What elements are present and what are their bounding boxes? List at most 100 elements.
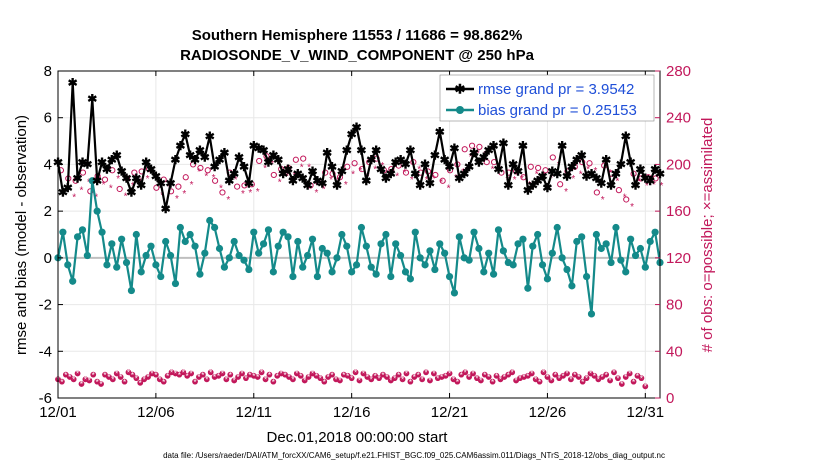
obs-low-possible-point bbox=[477, 377, 484, 384]
obs-low-possible-point bbox=[395, 371, 402, 378]
obs-assimilated-point: * bbox=[241, 189, 245, 200]
obs-possible-point bbox=[175, 183, 182, 190]
rmse-point: ✱ bbox=[92, 174, 102, 188]
rmse-point: ✱ bbox=[327, 160, 337, 174]
obs-assimilated-point: * bbox=[586, 165, 590, 176]
obs-low-possible-point bbox=[611, 369, 617, 376]
obs-low-assimilated-point: * bbox=[479, 377, 482, 386]
obs-low-assimilated-point: * bbox=[272, 378, 275, 387]
rmse-point: ✱ bbox=[307, 165, 317, 179]
obs-low-possible-point bbox=[86, 377, 93, 384]
rmse-point: ✱ bbox=[73, 172, 83, 186]
rmse-point: ✱ bbox=[273, 153, 283, 167]
obs-low-possible-point bbox=[145, 374, 151, 380]
obs-low-assimilated-point: * bbox=[170, 369, 173, 378]
bias-point bbox=[118, 235, 126, 243]
obs-assimilated-point: * bbox=[425, 175, 429, 186]
rmse-point: ✱ bbox=[337, 165, 347, 179]
rmse-point: ✱ bbox=[635, 162, 645, 176]
obs-count-markers: ****** **** * * **** *** * ***** * ** *** ** ** ** * **… bbox=[55, 142, 664, 392]
rmse-point: ✱ bbox=[640, 172, 650, 186]
obs-low-assimilated-point: * bbox=[131, 371, 134, 380]
obs-low-assimilated-point: * bbox=[280, 370, 283, 379]
obs-low-assimilated-point: * bbox=[264, 376, 267, 385]
bias-point bbox=[558, 254, 566, 262]
obs-assimilated-point: * bbox=[285, 172, 289, 183]
x-tick-label: 12/26 bbox=[529, 404, 567, 421]
rmse-point: ✱ bbox=[312, 174, 322, 188]
rmse-point: ✱ bbox=[68, 76, 78, 90]
obs-possible-point bbox=[432, 171, 439, 179]
obs-low-possible-point bbox=[352, 369, 359, 376]
obs-possible-point bbox=[101, 176, 109, 183]
bias-point bbox=[480, 268, 488, 276]
bias-point bbox=[494, 226, 503, 234]
obs-possible-point bbox=[498, 169, 505, 176]
bias-series bbox=[54, 177, 664, 318]
obs-low-assimilated-point: * bbox=[374, 372, 377, 381]
bias-point bbox=[617, 256, 625, 264]
rmse-point: ✱ bbox=[146, 162, 156, 176]
rmse-point: ✱ bbox=[518, 139, 528, 153]
obs-assimilated-point: * bbox=[623, 193, 627, 204]
x-tick-label: 12/11 bbox=[236, 404, 272, 421]
rmse-point: ✱ bbox=[538, 169, 548, 183]
obs-low-assimilated-point: * bbox=[546, 373, 549, 382]
y-right-tick-label: 40 bbox=[666, 343, 683, 360]
obs-low-possible-point bbox=[160, 378, 167, 385]
obs-low-possible-point bbox=[454, 378, 461, 385]
rmse-point: ✱ bbox=[479, 151, 489, 165]
rmse-point: ✱ bbox=[606, 179, 616, 193]
bias-point bbox=[612, 223, 620, 232]
obs-possible-point bbox=[189, 161, 197, 168]
obs-assimilated-point: * bbox=[146, 174, 150, 185]
bias-point bbox=[78, 226, 87, 234]
obs-low-possible-point bbox=[446, 370, 453, 377]
bias-point bbox=[343, 242, 351, 250]
bias-point bbox=[255, 249, 263, 257]
obs-low-assimilated-point: * bbox=[405, 370, 408, 379]
obs-low-possible-point bbox=[615, 375, 621, 382]
rmse-point: ✱ bbox=[410, 167, 420, 181]
obs-assimilated-point: * bbox=[513, 175, 517, 186]
x-tick-label: 12/16 bbox=[333, 404, 371, 421]
rmse-point: ✱ bbox=[440, 153, 450, 167]
obs-possible-point bbox=[586, 160, 593, 167]
bias-point bbox=[93, 207, 101, 215]
obs-low-possible-point bbox=[591, 372, 598, 379]
bias-point bbox=[543, 275, 552, 283]
obs-low-assimilated-point: * bbox=[166, 372, 169, 381]
obs-possible-point bbox=[395, 162, 402, 169]
bias-point bbox=[563, 265, 571, 274]
obs-low-assimilated-point: * bbox=[260, 369, 263, 378]
bias-point bbox=[485, 249, 493, 257]
obs-possible-point bbox=[182, 174, 189, 181]
obs-possible-point bbox=[344, 163, 351, 170]
obs-low-assimilated-point: * bbox=[370, 376, 373, 385]
obs-possible-point bbox=[241, 182, 248, 189]
obs-assimilated-point: * bbox=[270, 159, 274, 170]
obs-low-assimilated-point: * bbox=[475, 374, 478, 383]
obs-low-assimilated-point: * bbox=[201, 371, 204, 380]
rmse-point: ✱ bbox=[425, 176, 435, 190]
obs-possible-point bbox=[160, 176, 167, 183]
obs-low-possible-point bbox=[329, 371, 335, 378]
obs-low-assimilated-point: * bbox=[511, 369, 514, 378]
bias-point bbox=[186, 230, 194, 239]
x-tick-label: 12/01 bbox=[39, 404, 77, 421]
obs-possible-point bbox=[256, 157, 263, 165]
bias-point bbox=[646, 237, 654, 246]
bias-point bbox=[372, 270, 380, 278]
obs-assimilated-point: * bbox=[87, 177, 91, 188]
bias-point bbox=[397, 251, 405, 260]
obs-low-assimilated-point: * bbox=[244, 374, 247, 383]
obs-low-assimilated-point: * bbox=[397, 371, 400, 380]
obs-low-assimilated-point: * bbox=[452, 376, 455, 385]
obs-possible-point bbox=[615, 187, 622, 194]
obs-assimilated-point: * bbox=[527, 180, 531, 191]
obs-assimilated-point: * bbox=[564, 187, 568, 198]
bias-point bbox=[333, 254, 341, 262]
obs-possible-point bbox=[72, 177, 79, 184]
obs-low-possible-point bbox=[258, 369, 265, 376]
rmse-point: ✱ bbox=[175, 139, 185, 153]
